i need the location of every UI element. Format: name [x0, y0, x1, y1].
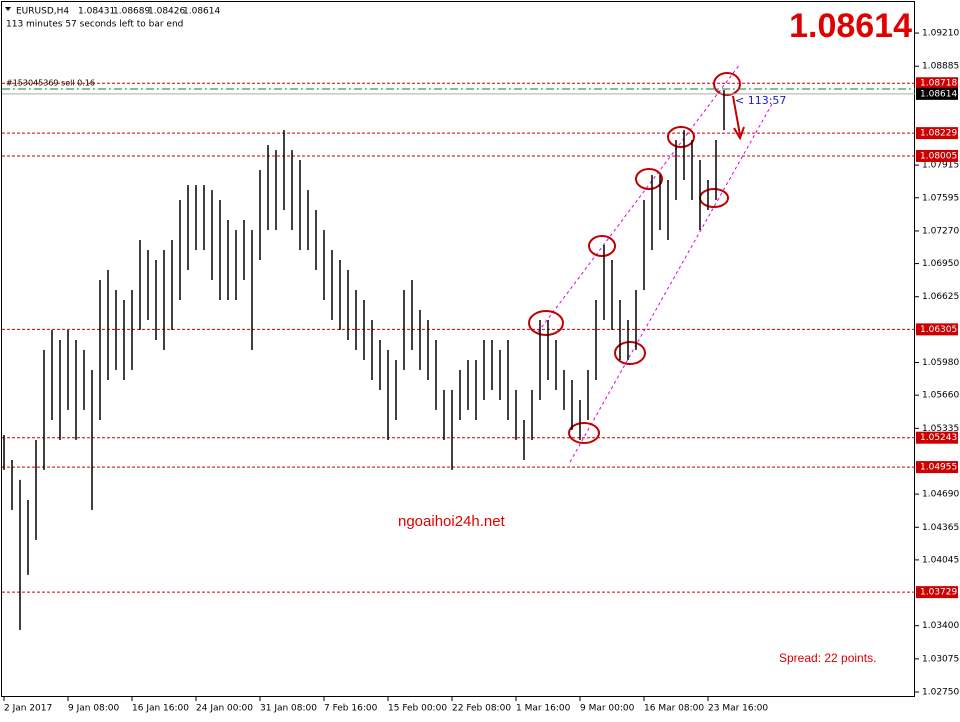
header-low: 1.08426: [148, 7, 185, 17]
y-tick-label: 1.04365: [922, 523, 959, 533]
y-tick-label: 1.05660: [922, 391, 959, 401]
level-tag: [916, 323, 958, 336]
countdown: < 113:57: [735, 94, 786, 107]
arrow-head: [733, 126, 745, 141]
y-tick-label: 1.07915: [922, 161, 959, 171]
level-label: 1.04955: [920, 463, 957, 473]
big-price: 1.08614: [789, 7, 912, 45]
bid-tag: [916, 87, 958, 100]
y-tick-label: 1.06625: [922, 292, 959, 302]
x-tick-label: 22 Feb 08:00: [452, 704, 511, 714]
circle: [635, 168, 663, 190]
level-tag: [916, 586, 958, 599]
x-tick-label: 16 Jan 16:00: [132, 704, 189, 714]
y-tick-label: 1.05980: [922, 358, 959, 368]
header-symbol: EURUSD,H4: [16, 7, 69, 17]
level-tag: [916, 149, 958, 162]
header-close: 1.08614: [183, 7, 220, 17]
level-label: 1.08005: [920, 151, 957, 161]
x-tick-label: 24 Jan 00:00: [196, 704, 253, 714]
channel: [537, 63, 773, 463]
channel-upper: [537, 63, 741, 333]
level-label: 1.08718: [920, 79, 957, 89]
y-tick-label: 1.08885: [922, 62, 959, 72]
header-open: 1.08431: [78, 7, 115, 17]
level-tag: [916, 431, 958, 444]
plot-frame: [1, 1, 915, 697]
y-tick-label: 1.02750: [922, 688, 959, 698]
order-label: #153045369 sell 0.16: [6, 79, 95, 88]
y-tick-label: 1.04045: [922, 555, 959, 565]
x-tick-label: 2 Jan 2017: [4, 704, 52, 714]
circle: [614, 341, 646, 365]
spread: Spread: 22 points.: [779, 651, 876, 665]
y-tick-label: 1.03075: [922, 654, 959, 664]
x-tick-label: 31 Jan 08:00: [260, 704, 317, 714]
timer: 113 minutes 57 seconds left to bar end: [6, 20, 183, 30]
level-tag: [916, 461, 958, 474]
y-tick-label: 1.07270: [922, 226, 959, 236]
y-tick-label: 1.04690: [922, 490, 959, 500]
level-tag: [916, 127, 958, 140]
circle: [568, 422, 600, 444]
y-tick-label: 1.03400: [922, 621, 959, 631]
watermark: ngoaihoi24h.net: [398, 513, 506, 530]
circle: [528, 310, 564, 336]
level-label: 1.03729: [920, 588, 957, 598]
circle: [667, 126, 695, 148]
x-tick-label: 7 Feb 16:00: [324, 704, 378, 714]
circle: [713, 72, 741, 96]
level-tag: [916, 77, 958, 90]
x-tick-label: 16 Mar 08:00: [644, 704, 704, 714]
x-tick-label: 9 Mar 00:00: [580, 704, 635, 714]
y-tick-label: 1.07595: [922, 193, 959, 203]
x-tick-label: 9 Jan 08:00: [68, 704, 120, 714]
level-label: 1.05243: [920, 433, 957, 443]
y-tick-label: 1.05335: [922, 424, 959, 434]
x-tick-label: 15 Feb 00:00: [388, 704, 447, 714]
channel-lower: [569, 103, 773, 463]
x-tick-label: 23 Mar 16:00: [708, 704, 768, 714]
header-high: 1.08689: [113, 7, 150, 17]
level-label: 1.06305: [920, 325, 957, 335]
circle: [588, 235, 616, 257]
y-tick-label: 1.09210: [922, 29, 959, 39]
level-label: 1.08229: [920, 129, 957, 139]
y-tick-label: 1.06950: [922, 259, 959, 269]
arrow: [732, 95, 741, 136]
bid-label: 1.08614: [920, 89, 957, 99]
menu-arrow[interactable]: [5, 7, 11, 11]
x-tick-label: 1 Mar 16:00: [516, 704, 571, 714]
